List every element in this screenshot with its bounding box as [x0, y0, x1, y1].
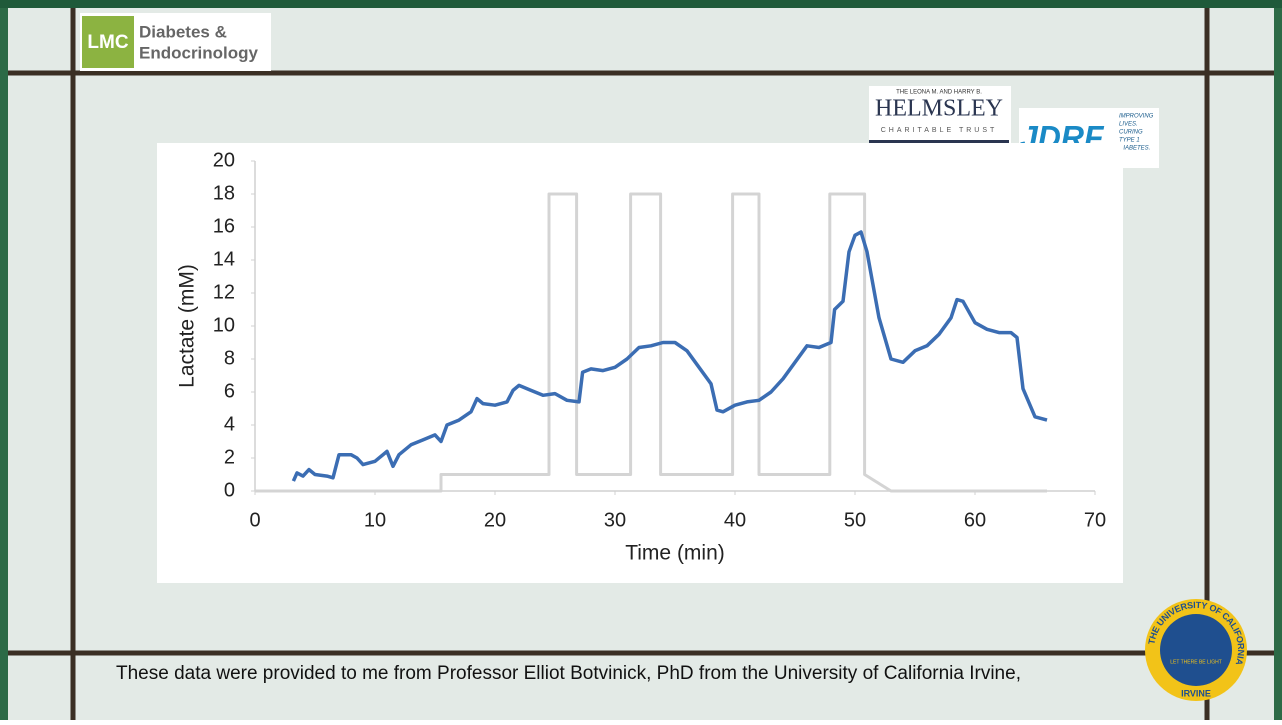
jdrf-text: DIABETES. — [1119, 146, 1150, 152]
x-tick-label: 10 — [364, 509, 386, 531]
plot: 0 2 4 6 8 10 12 14 16 18 20 0 10 20 30 40 50 60 70 Time (mi… — [176, 149, 1107, 564]
y-tick-label: 2 — [224, 446, 235, 468]
lmc-mark-box — [82, 16, 134, 68]
jdrf-text: TYPE 1 — [1119, 138, 1140, 144]
chart-area — [157, 143, 1123, 583]
y-tick-label: 0 — [224, 479, 235, 501]
y-tick-label: 10 — [213, 314, 235, 336]
uci-seal-motto: LET THERE BE LIGHT — [1170, 659, 1222, 665]
x-tick-label: 30 — [604, 509, 626, 531]
jdrf-text: LIVES. — [1119, 122, 1138, 128]
y-tick-label: 18 — [213, 182, 235, 204]
data-line — [291, 230, 1048, 482]
y-tick-label: 12 — [213, 281, 235, 303]
lmc-text: Diabetes & — [139, 22, 227, 41]
jdrf-text: CURING — [1119, 130, 1143, 136]
helmsley-text: CHARITABLE TRUST — [881, 127, 998, 134]
y-tick-label: 16 — [213, 215, 235, 237]
helmsley-rule — [869, 140, 1009, 145]
x-tick-label: 0 — [249, 509, 260, 531]
y-tick-label: 4 — [224, 413, 235, 435]
helmsley-text: THE LEONA M. AND HARRY B. — [896, 90, 982, 96]
x-tick-label: 50 — [844, 509, 866, 531]
lmc-text: Endocrinology — [139, 43, 259, 62]
uci-seal-bottom: IRVINE — [1181, 688, 1211, 698]
helmsley-name: HELMSLEY — [875, 96, 1003, 122]
y-tick-label: 6 — [224, 380, 235, 402]
frame-edge — [0, 8, 8, 720]
uci-seal-center — [1160, 614, 1232, 686]
x-axis-label: Time (min) — [625, 542, 725, 565]
caption: These data were provided to me from Prof… — [116, 663, 1021, 684]
x-tick-label: 40 — [724, 509, 746, 531]
helmsley-logo — [869, 86, 1011, 146]
y-tick-label: 8 — [224, 347, 235, 369]
y-tick-label: 20 — [213, 149, 235, 171]
x-tick-label: 60 — [964, 509, 986, 531]
y-axis-label: Lactate (mM) — [176, 264, 199, 388]
lmc-mark: LMC — [87, 32, 128, 53]
frame-edge — [1274, 8, 1282, 720]
x-tick-label: 70 — [1084, 509, 1106, 531]
data-line — [255, 192, 1047, 493]
x-tick-label: 20 — [484, 509, 506, 531]
jdrf-text: IMPROVING — [1119, 114, 1154, 120]
y-tick-label: 14 — [213, 248, 235, 270]
